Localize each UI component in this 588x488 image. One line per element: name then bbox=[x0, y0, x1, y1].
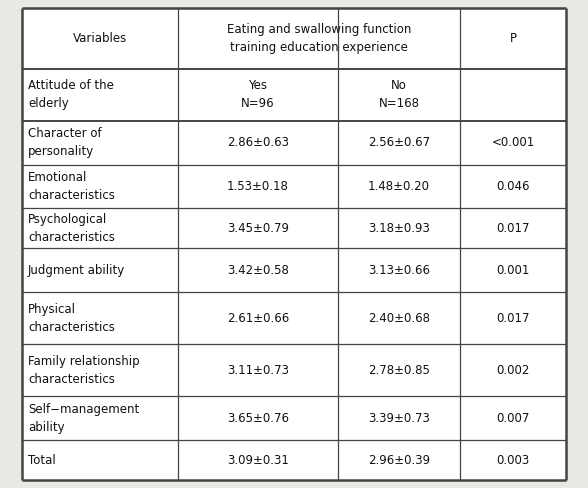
Text: 0.003: 0.003 bbox=[496, 454, 530, 467]
Text: 0.017: 0.017 bbox=[496, 222, 530, 235]
Text: Eating and swallowing function
training education experience: Eating and swallowing function training … bbox=[227, 23, 411, 54]
Text: 0.001: 0.001 bbox=[496, 264, 530, 277]
Text: Character of
personality: Character of personality bbox=[28, 127, 102, 158]
Text: Variables: Variables bbox=[73, 32, 127, 45]
Text: Judgment ability: Judgment ability bbox=[28, 264, 125, 277]
Text: 1.48±0.20: 1.48±0.20 bbox=[368, 180, 430, 193]
Text: 3.13±0.66: 3.13±0.66 bbox=[368, 264, 430, 277]
Text: Family relationship
characteristics: Family relationship characteristics bbox=[28, 355, 139, 386]
Text: 0.002: 0.002 bbox=[496, 364, 530, 377]
Text: Emotional
characteristics: Emotional characteristics bbox=[28, 171, 115, 202]
Text: 2.61±0.66: 2.61±0.66 bbox=[227, 312, 289, 325]
Text: Self−management
ability: Self−management ability bbox=[28, 403, 139, 434]
Text: 3.65±0.76: 3.65±0.76 bbox=[227, 412, 289, 425]
Text: 0.017: 0.017 bbox=[496, 312, 530, 325]
Text: 2.56±0.67: 2.56±0.67 bbox=[368, 136, 430, 149]
Text: 2.86±0.63: 2.86±0.63 bbox=[227, 136, 289, 149]
Text: 3.39±0.73: 3.39±0.73 bbox=[368, 412, 430, 425]
Text: 3.45±0.79: 3.45±0.79 bbox=[227, 222, 289, 235]
Text: 3.42±0.58: 3.42±0.58 bbox=[227, 264, 289, 277]
Text: 2.40±0.68: 2.40±0.68 bbox=[368, 312, 430, 325]
Text: Yes
N=96: Yes N=96 bbox=[241, 79, 275, 110]
Text: 3.18±0.93: 3.18±0.93 bbox=[368, 222, 430, 235]
Text: 0.046: 0.046 bbox=[496, 180, 530, 193]
Text: 0.007: 0.007 bbox=[496, 412, 530, 425]
Text: 2.78±0.85: 2.78±0.85 bbox=[368, 364, 430, 377]
Text: <0.001: <0.001 bbox=[492, 136, 534, 149]
Text: 2.96±0.39: 2.96±0.39 bbox=[368, 454, 430, 467]
Text: P: P bbox=[509, 32, 516, 45]
Text: Attitude of the
elderly: Attitude of the elderly bbox=[28, 79, 114, 110]
Text: 3.11±0.73: 3.11±0.73 bbox=[227, 364, 289, 377]
Text: Physical
characteristics: Physical characteristics bbox=[28, 303, 115, 334]
Text: Psychological
characteristics: Psychological characteristics bbox=[28, 213, 115, 244]
Text: 3.09±0.31: 3.09±0.31 bbox=[227, 454, 289, 467]
Text: 1.53±0.18: 1.53±0.18 bbox=[227, 180, 289, 193]
Text: Total: Total bbox=[28, 454, 56, 467]
Text: No
N=168: No N=168 bbox=[379, 79, 419, 110]
